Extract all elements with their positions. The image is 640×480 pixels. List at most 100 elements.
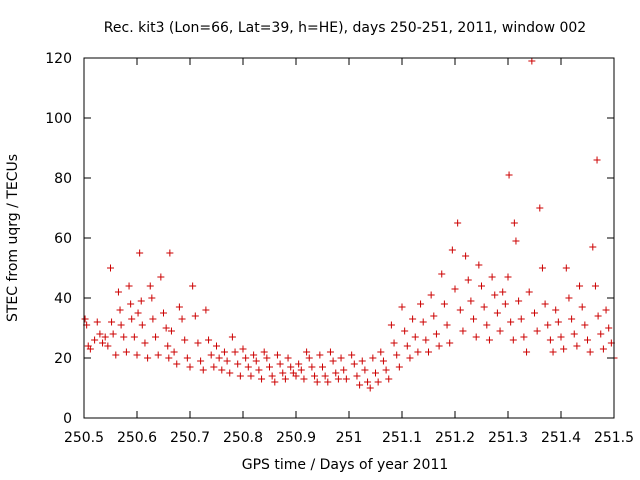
data-point [244,363,252,371]
data-point [170,348,178,356]
data-point [287,363,295,371]
data-point [226,369,234,377]
data-point [454,219,462,227]
y-tick-label: 40 [54,291,72,307]
x-tick-label: 250.9 [276,430,316,446]
data-point [544,321,552,329]
data-point [300,375,308,383]
x-tick-label: 250.6 [117,430,157,446]
data-point [576,282,584,290]
data-point [231,348,239,356]
y-tick-label: 100 [45,111,72,127]
data-point [144,354,152,362]
data-point [165,354,173,362]
data-point [81,315,89,323]
data-point [541,300,549,308]
data-point [459,327,467,335]
data-point [432,330,440,338]
data-point [313,378,321,386]
data-point [507,318,515,326]
data-point [334,375,342,383]
data-point [374,378,382,386]
data-point [332,369,340,377]
data-point [366,384,374,392]
data-point [589,243,597,251]
data-point [602,306,610,314]
data-point [207,351,215,359]
data-point [164,342,172,350]
y-tick-label: 20 [54,351,72,367]
data-point [456,306,464,314]
data-point [406,354,414,362]
x-tick-label: 251.5 [594,430,634,446]
data-point [364,378,372,386]
data-point [167,327,175,335]
data-point [266,363,273,371]
data-point [268,372,276,380]
data-point [448,246,456,254]
data-point [213,342,220,350]
data-point [127,300,135,308]
data-point [348,351,356,359]
data-point [260,348,268,356]
data-point [597,330,605,338]
data-point [242,354,250,362]
data-point [552,306,560,314]
data-point [220,348,228,356]
data-point [114,288,122,296]
y-axis-label: STEC from uqrg / TECUs [5,154,21,322]
data-point [340,366,348,374]
data-point [116,306,124,314]
data-point [162,324,170,332]
data-point [125,282,133,290]
x-tick-label: 251 [336,430,363,446]
data-point [451,285,459,293]
data-point [496,327,504,335]
data-point [501,300,509,308]
data-point [91,336,99,344]
data-point [141,339,149,347]
data-point [130,333,138,341]
data-point [531,309,538,317]
data-point [509,336,517,344]
data-point [133,351,141,359]
plot-frame [83,57,615,419]
data-point [279,369,287,377]
data-point [101,333,109,341]
data-point [435,342,443,350]
data-point [419,318,427,326]
x-tick-label: 251.2 [435,430,475,446]
data-point [491,291,499,299]
y-tick-label: 80 [54,171,72,187]
data-point [586,348,594,356]
data-point [409,315,417,323]
data-point [517,315,525,323]
data-point [520,333,528,341]
data-point [369,354,377,362]
data-point [382,366,390,374]
x-tick-label: 251.3 [488,430,528,446]
x-tick-label: 250.7 [170,430,210,446]
data-point [510,219,518,227]
data-point [166,249,174,257]
data-point [197,357,205,365]
data-point [546,336,554,344]
data-point [239,345,247,353]
data-point [493,309,501,317]
data-point [86,345,94,353]
data-point [202,306,210,314]
data-point [175,303,183,311]
x-tick-label: 250.8 [223,430,263,446]
data-point [297,366,305,374]
data-point [326,348,334,356]
data-point [108,318,116,326]
data-point [350,360,358,368]
data-point [446,339,454,347]
data-point [321,372,329,380]
data-point [183,354,191,362]
data-point [228,333,236,341]
x-axis-label: GPS time / Days of year 2011 [242,457,449,473]
data-point [305,354,313,362]
data-point [311,372,319,380]
data-point [395,363,403,371]
